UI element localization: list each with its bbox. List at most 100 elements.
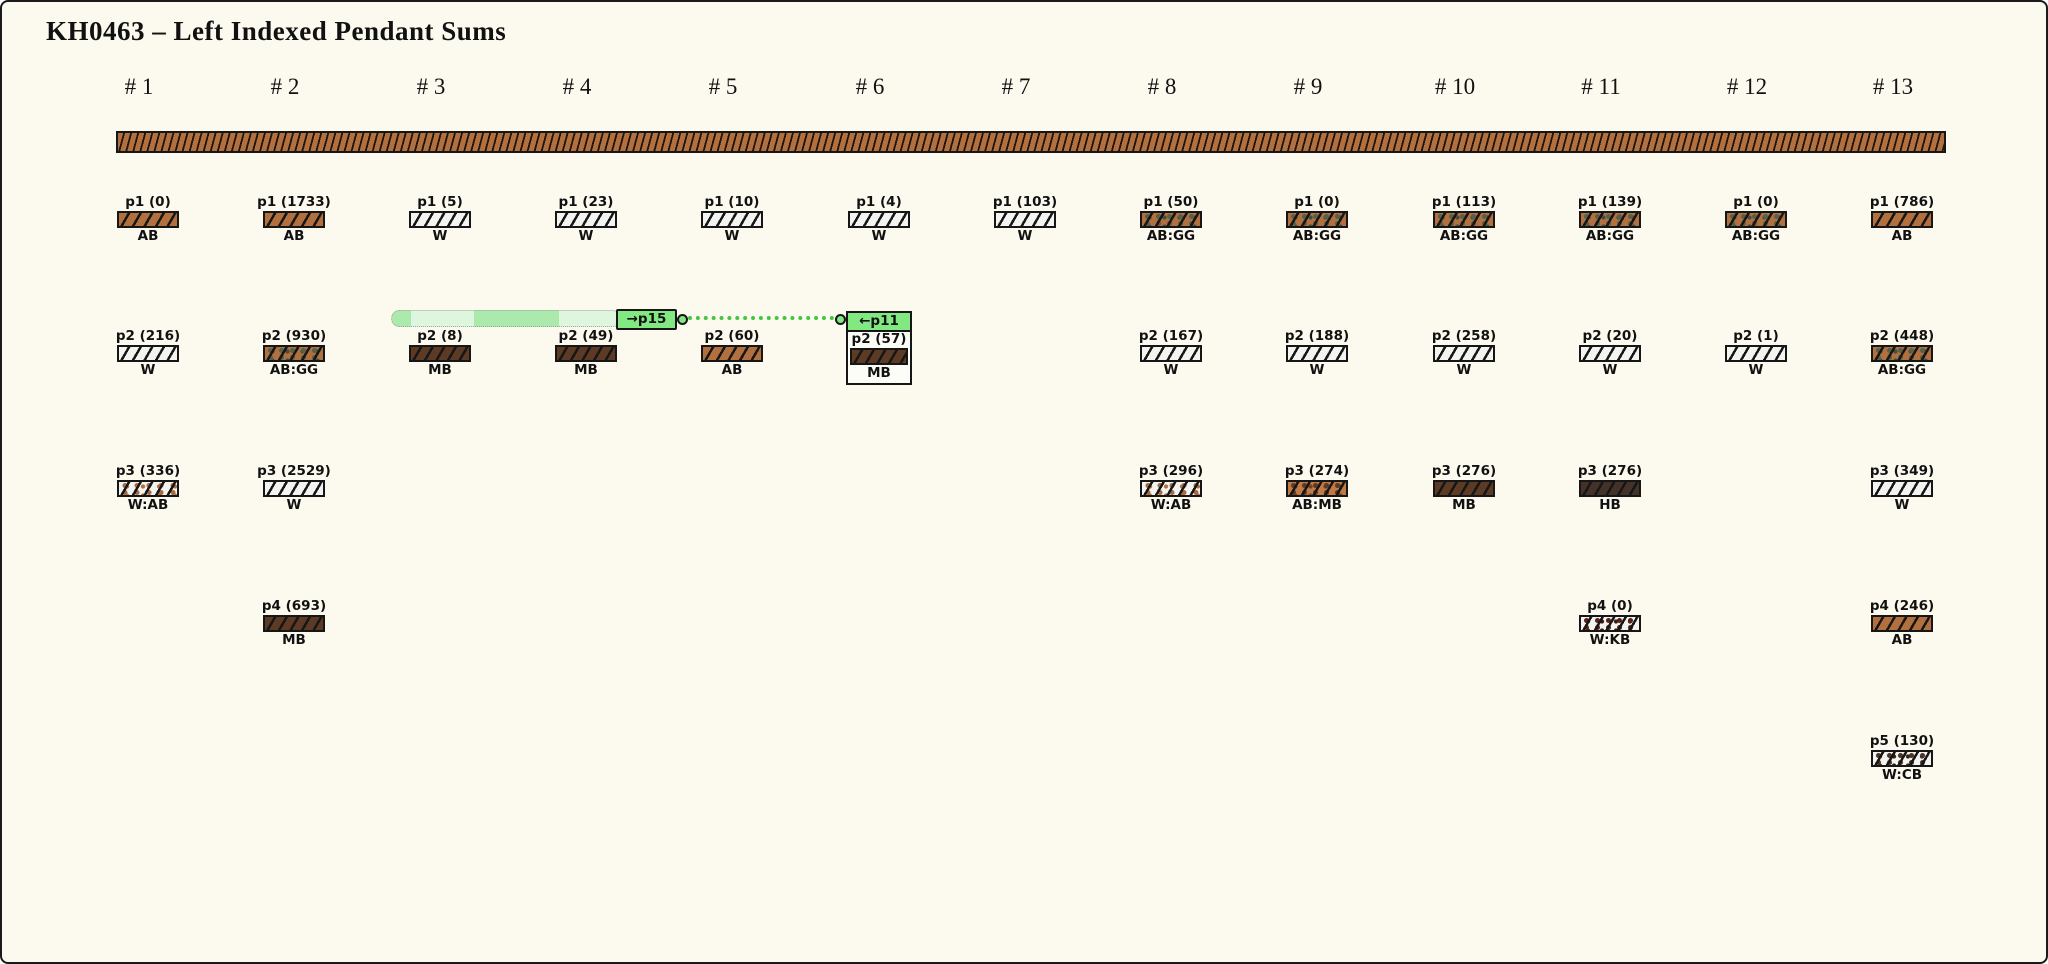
pendant[interactable]: p4 (0) W:KB <box>1565 599 1655 648</box>
pendant-label: p3 (2529) <box>257 463 331 479</box>
pendant[interactable]: p3 (276) HB <box>1565 464 1655 513</box>
pendant[interactable]: p1 (139) AB:GG <box>1565 195 1655 244</box>
pendant[interactable]: p3 (349) W <box>1857 464 1947 513</box>
pendant-bar[interactable] <box>1286 480 1348 497</box>
pendant-bar[interactable] <box>1579 615 1641 632</box>
pendant-bar[interactable] <box>1871 480 1933 497</box>
pendant-label: p3 (276) <box>1431 463 1497 479</box>
pendant-label: p4 (693) <box>261 598 327 614</box>
pendant[interactable]: p1 (113) AB:GG <box>1419 195 1509 244</box>
pendant-bar[interactable] <box>1286 211 1348 228</box>
pendant-bar[interactable] <box>1871 750 1933 767</box>
pendant-bar[interactable] <box>409 211 471 228</box>
pendant-bar[interactable] <box>1725 211 1787 228</box>
pendant-label: p4 (246) <box>1869 598 1935 614</box>
pendant[interactable]: p2 (448) AB:GG <box>1857 329 1947 378</box>
pendant-bar[interactable] <box>555 345 617 362</box>
pendant-material: MB <box>574 362 598 378</box>
pendant-material: AB:GG <box>269 362 319 378</box>
pendant-label: p1 (0) <box>125 194 171 210</box>
pendant-bar[interactable] <box>1579 345 1641 362</box>
pendant-material: W <box>1163 362 1179 378</box>
pendant[interactable]: p1 (0) AB:GG <box>1272 195 1362 244</box>
pendant-bar[interactable] <box>117 480 179 497</box>
pendant[interactable]: p1 (10) W <box>687 195 777 244</box>
column-header: # 6 <box>855 74 885 99</box>
primary-cord-bar[interactable] <box>116 131 1946 153</box>
pendant[interactable]: p3 (2529) W <box>249 464 339 513</box>
pendant-bar[interactable] <box>1140 480 1202 497</box>
pendant[interactable]: p3 (276) MB <box>1419 464 1509 513</box>
pendant-bar[interactable] <box>117 345 179 362</box>
pendant-bar[interactable] <box>263 480 325 497</box>
pendant-bar[interactable] <box>263 615 325 632</box>
pendant[interactable]: p2 (20) W <box>1565 329 1655 378</box>
pendant[interactable]: p2 (1) W <box>1711 329 1801 378</box>
link-out-button[interactable]: →p15 <box>616 309 677 330</box>
pendant-bar[interactable] <box>1433 211 1495 228</box>
pendant-bar[interactable] <box>1433 480 1495 497</box>
pendant[interactable]: p4 (693) MB <box>249 599 339 648</box>
pendant[interactable]: p2 (258) W <box>1419 329 1509 378</box>
pendant-bar[interactable] <box>701 345 763 362</box>
pendant[interactable]: p2 (49) MB <box>541 329 631 378</box>
link-dotted-connector <box>688 316 834 320</box>
pendant-label: p2 (1) <box>1733 328 1779 344</box>
pendant[interactable]: p2 (188) W <box>1272 329 1362 378</box>
pendant[interactable]: p2 (167) W <box>1126 329 1216 378</box>
linked-pendant-box[interactable]: ←p11 p2 (57) MB <box>846 311 912 385</box>
pendant-material: W <box>1602 362 1618 378</box>
pendant-bar[interactable] <box>1433 345 1495 362</box>
pendant[interactable]: p1 (5) W <box>395 195 485 244</box>
pendant-bar[interactable] <box>1579 211 1641 228</box>
pendant[interactable]: p2 (930) AB:GG <box>249 329 339 378</box>
link-node-dot[interactable] <box>835 314 846 325</box>
pendant[interactable]: p1 (50) AB:GG <box>1126 195 1216 244</box>
pendant-label: p1 (786) <box>1869 194 1935 210</box>
pendant[interactable]: p3 (336) W:AB <box>103 464 193 513</box>
pendant-material: AB <box>721 362 743 378</box>
pendant-bar[interactable] <box>1140 345 1202 362</box>
pendant-bar[interactable] <box>850 348 908 365</box>
pendant[interactable]: p1 (0) AB:GG <box>1711 195 1801 244</box>
pendant-bar[interactable] <box>1725 345 1787 362</box>
pendant-bar[interactable] <box>409 345 471 362</box>
pendant[interactable]: p1 (4) W <box>834 195 924 244</box>
pendant-bar[interactable] <box>263 345 325 362</box>
pendant[interactable]: p1 (0) AB <box>103 195 193 244</box>
pendant[interactable]: p2 (8) MB <box>395 329 485 378</box>
link-node-dot[interactable] <box>677 314 688 325</box>
pendant[interactable]: p1 (103) W <box>980 195 1070 244</box>
pendant-bar[interactable] <box>1871 345 1933 362</box>
pendant[interactable]: p5 (130) W:CB <box>1857 734 1947 783</box>
pendant[interactable]: p1 (23) W <box>541 195 631 244</box>
pendant[interactable]: p4 (246) AB <box>1857 599 1947 648</box>
pendant-bar[interactable] <box>848 211 910 228</box>
pendant-bar[interactable] <box>1871 211 1933 228</box>
pendant-bar[interactable] <box>1871 615 1933 632</box>
pendant-bar[interactable] <box>1140 211 1202 228</box>
pendant-bar[interactable] <box>1579 480 1641 497</box>
pendant-bar[interactable] <box>555 211 617 228</box>
pendant-label: p4 (0) <box>1587 598 1633 614</box>
page-title: KH0463 – Left Indexed Pendant Sums <box>46 16 507 46</box>
column-header: # 4 <box>562 74 592 99</box>
pendant-label: p2 (258) <box>1431 328 1497 344</box>
pendant[interactable]: p2 (60) AB <box>687 329 777 378</box>
pendant-material: W <box>140 362 156 378</box>
column-header: # 10 <box>1434 74 1476 99</box>
pendant[interactable]: p3 (296) W:AB <box>1126 464 1216 513</box>
pendant[interactable]: p1 (786) AB <box>1857 195 1947 244</box>
pendant-bar[interactable] <box>994 211 1056 228</box>
pendant-material: AB:GG <box>1292 228 1342 244</box>
pendant-material: AB:MB <box>1292 497 1342 513</box>
pendant[interactable]: p2 (216) W <box>103 329 193 378</box>
pendant[interactable]: p3 (274) AB:MB <box>1272 464 1362 513</box>
pendant[interactable]: p1 (1733) AB <box>249 195 339 244</box>
pendant-bar[interactable] <box>263 211 325 228</box>
link-in-button[interactable]: ←p11 <box>848 313 910 332</box>
pendant-material: MB <box>1452 497 1476 513</box>
pendant-bar[interactable] <box>117 211 179 228</box>
pendant-bar[interactable] <box>1286 345 1348 362</box>
pendant-bar[interactable] <box>701 211 763 228</box>
